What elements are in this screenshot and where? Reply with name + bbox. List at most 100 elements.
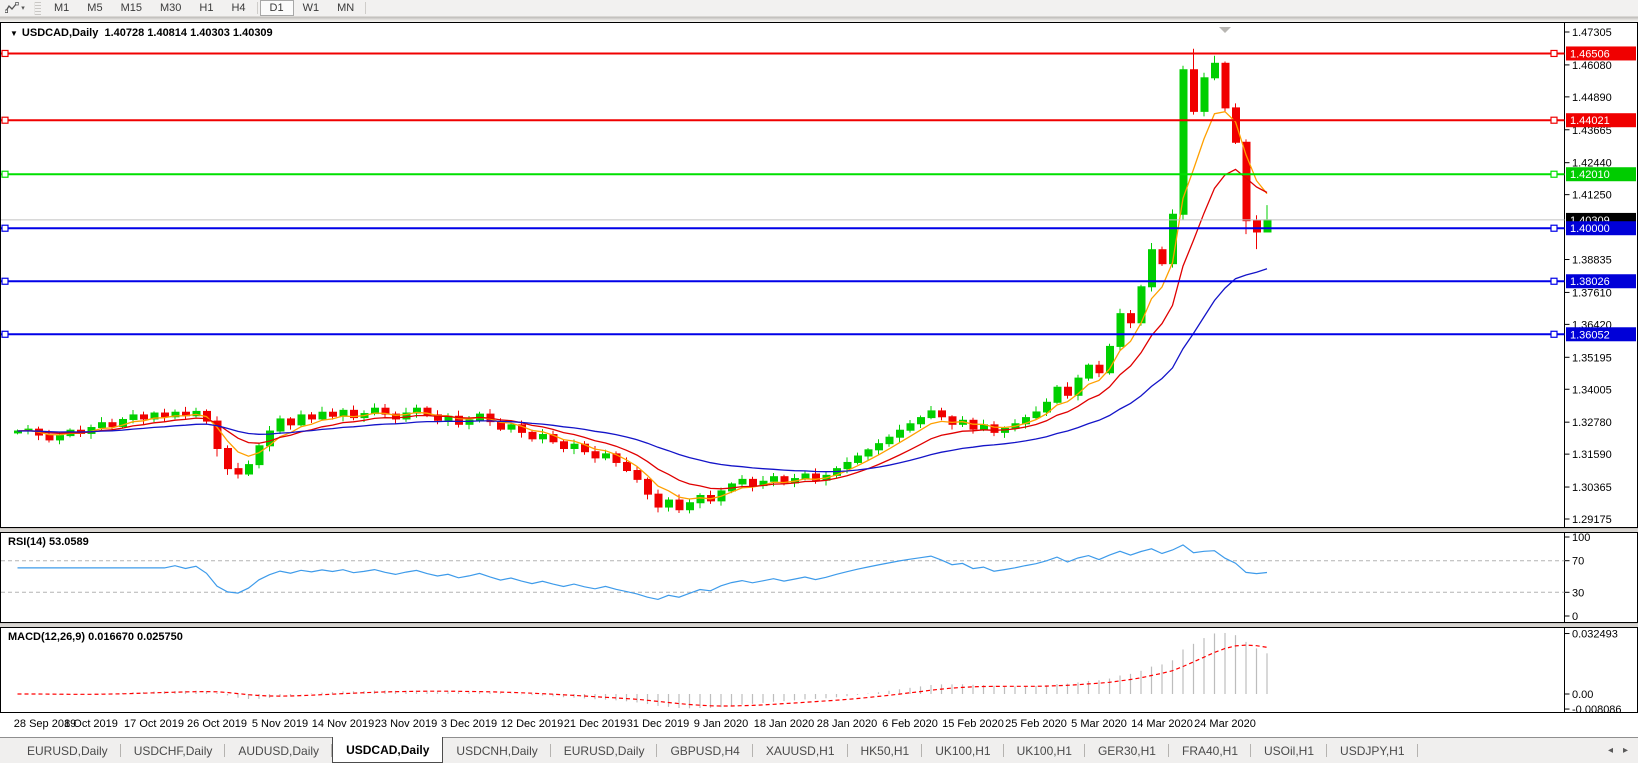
window-edge-strip xyxy=(0,17,1638,22)
support-line-1-anchor[interactable] xyxy=(1,224,9,232)
chart-tab-uk100-h1[interactable]: UK100,H1 xyxy=(922,738,1004,763)
candle-body xyxy=(948,416,957,425)
main-chart[interactable]: 1.47305 1.46080 1.44890 1.43665 1.42440 1.412… xyxy=(0,22,1638,528)
tab-scroll-right-icon[interactable]: ▸ xyxy=(1622,745,1628,756)
candle-body xyxy=(56,435,64,441)
timeframe-button-W1[interactable]: W1 xyxy=(302,2,320,14)
candle-body xyxy=(1200,77,1209,112)
price-badge-label: 1.42010 xyxy=(1570,169,1610,181)
date-label: 9 Jan 2020 xyxy=(693,718,749,730)
toolbar-drag-handle[interactable] xyxy=(34,1,41,15)
panel-splitter-2[interactable] xyxy=(0,623,1638,627)
chart-tab-hk50-h1[interactable]: HK50,H1 xyxy=(848,738,923,763)
timeframe-button-D1[interactable]: D1 xyxy=(259,0,294,16)
chart-tab-gbpusd-h4[interactable]: GBPUSD,H4 xyxy=(657,738,754,763)
price-tick-label: 1.34005 xyxy=(1572,384,1612,396)
ma-slow-line[interactable] xyxy=(17,268,1268,473)
candle-body xyxy=(329,411,337,417)
candle-body xyxy=(696,494,705,504)
price-badge-label: 1.36052 xyxy=(1570,329,1610,341)
chart-tab-fra40-h1[interactable]: FRA40,H1 xyxy=(1169,738,1252,763)
candle-body xyxy=(161,412,169,418)
line-study-tool-icon[interactable]: ▾ xyxy=(0,0,30,16)
candle-body xyxy=(1053,386,1062,403)
support-line-1-anchor[interactable] xyxy=(1550,224,1558,232)
candle-body xyxy=(171,411,180,418)
rsi-frame xyxy=(0,532,1638,623)
rsi-axis-label: 0 xyxy=(1572,611,1578,623)
timeframe-button-M30[interactable]: M30 xyxy=(159,2,182,14)
ma-fast-line[interactable] xyxy=(17,110,1268,500)
chart-tab-eurusd-daily[interactable]: EURUSD,Daily xyxy=(551,738,658,763)
candle-body xyxy=(749,478,757,487)
chart-tab-usdchf-daily[interactable]: USDCHF,Daily xyxy=(121,738,226,763)
chart-tab-xauusd-h1[interactable]: XAUUSD,H1 xyxy=(753,738,848,763)
candle-body xyxy=(255,445,264,466)
candle-body xyxy=(1116,313,1125,347)
candle-body xyxy=(570,443,579,449)
panel-splitter-1[interactable] xyxy=(0,528,1638,532)
rsi-axis-label: 100 xyxy=(1572,532,1590,544)
support-line-2-anchor[interactable] xyxy=(1550,277,1558,285)
candle-body xyxy=(560,441,568,449)
price-badge-label: 1.40000 xyxy=(1570,223,1610,235)
candle-body xyxy=(1032,411,1041,419)
candle-body xyxy=(602,453,610,459)
date-label: 3 Dec 2019 xyxy=(440,718,498,730)
support-line-3-anchor[interactable] xyxy=(1550,330,1558,338)
chart-tab-usdjpy-h1[interactable]: USDJPY,H1 xyxy=(1327,738,1419,763)
candle-body xyxy=(990,424,999,433)
date-label: 14 Nov 2019 xyxy=(311,718,375,730)
candle-body xyxy=(539,434,547,440)
candle-body xyxy=(612,453,621,463)
candle-body xyxy=(1263,219,1272,233)
price-badge-label: 1.38026 xyxy=(1570,276,1610,288)
resistance-line-lower-anchor[interactable] xyxy=(1,116,9,124)
chart-tab-eurusd-daily[interactable]: EURUSD,Daily xyxy=(14,738,121,763)
pivot-line-green-anchor[interactable] xyxy=(1,170,9,178)
candle-body xyxy=(1221,62,1230,109)
candle-body xyxy=(644,478,652,495)
candle-body xyxy=(1211,62,1219,79)
macd-axis-label: 0.00 xyxy=(1572,689,1593,701)
resistance-line-lower-anchor[interactable] xyxy=(1550,116,1558,124)
chart-tab-audusd-daily[interactable]: AUDUSD,Daily xyxy=(225,738,332,763)
timeframe-button-MN[interactable]: MN xyxy=(337,2,355,14)
chart-tab-usdcnh-daily[interactable]: USDCNH,Daily xyxy=(443,738,552,763)
candle-body xyxy=(1106,345,1114,374)
date-label: 31 Dec 2019 xyxy=(626,718,690,730)
candle-body xyxy=(140,414,148,420)
ma-medium-line[interactable] xyxy=(17,168,1268,490)
timeframe-button-M5[interactable]: M5 xyxy=(87,2,103,14)
timeframe-button-M1[interactable]: M1 xyxy=(54,2,70,14)
resistance-line-upper-anchor[interactable] xyxy=(1,49,9,58)
timeframe-button-M15[interactable]: M15 xyxy=(120,2,142,14)
support-line-2-anchor[interactable] xyxy=(1,277,9,285)
price-tick-label: 1.41250 xyxy=(1572,190,1612,202)
date-label: 23 Nov 2019 xyxy=(374,718,438,730)
tab-scroll-arrows: ◂ ▸ xyxy=(1608,738,1628,763)
candle-body xyxy=(654,493,663,508)
macd-panel[interactable]: 0.032493 0.00 -0.008086 xyxy=(0,627,1638,713)
price-tick-label: 1.38835 xyxy=(1572,255,1612,267)
dropdown-caret-icon: ▾ xyxy=(21,5,25,12)
rsi-panel[interactable]: 100 70 30 0 xyxy=(0,532,1638,623)
candle-body xyxy=(675,499,684,511)
price-tick-label: 1.30365 xyxy=(1572,482,1612,494)
chart-tab-uk100-h1[interactable]: UK100,H1 xyxy=(1004,738,1086,763)
pivot-line-green-anchor[interactable] xyxy=(1550,170,1558,178)
tab-scroll-left-icon[interactable]: ◂ xyxy=(1607,745,1613,756)
candle-body xyxy=(885,436,894,445)
chart-tab-ger30-h1[interactable]: GER30,H1 xyxy=(1085,738,1170,763)
chart-tab-usoil-h1[interactable]: USOil,H1 xyxy=(1251,738,1328,763)
resistance-line-upper-anchor[interactable] xyxy=(1550,49,1558,58)
timeframe-button-H1[interactable]: H1 xyxy=(199,2,214,14)
date-label: 26 Oct 2019 xyxy=(187,718,247,730)
timeframe-button-H4[interactable]: H4 xyxy=(231,2,246,14)
candle-body xyxy=(245,464,253,475)
chart-shift-marker-icon[interactable] xyxy=(1219,27,1231,33)
support-line-3-anchor[interactable] xyxy=(1,330,9,338)
candle-body xyxy=(938,410,946,418)
price-tick-label: 1.47305 xyxy=(1572,27,1612,39)
chart-tab-usdcad-daily[interactable]: USDCAD,Daily xyxy=(332,737,444,763)
